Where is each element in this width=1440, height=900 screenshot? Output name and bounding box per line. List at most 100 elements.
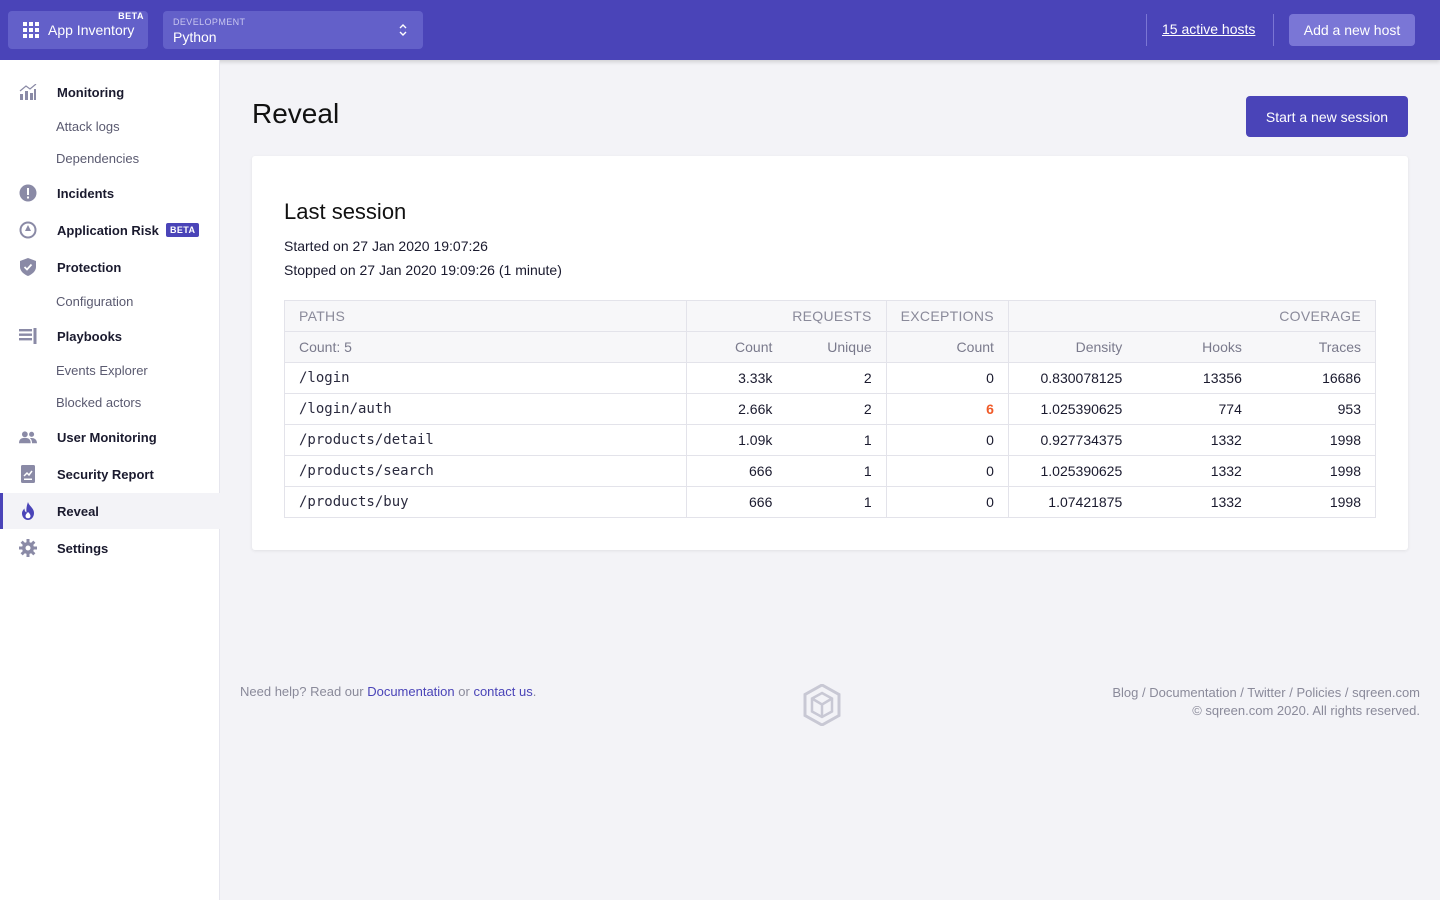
footer-links: Blog / Documentation / Twitter / Policie… xyxy=(1112,684,1420,720)
row-exceptions: 0 xyxy=(885,455,1009,487)
sidebar-item-configuration[interactable]: Configuration xyxy=(56,294,134,309)
row-count: 3.33k xyxy=(686,362,787,394)
table-row[interactable]: /products/detail 1.09k 1 0 0.927734375 1… xyxy=(283,424,1376,456)
shield-icon xyxy=(19,258,37,276)
header-exceptions: EXCEPTIONS xyxy=(885,300,1009,332)
row-hooks: 1332 xyxy=(1136,455,1256,487)
risk-icon xyxy=(19,221,37,239)
header-requests-unique[interactable]: Unique xyxy=(786,331,887,363)
header-traces[interactable]: Traces xyxy=(1255,331,1376,363)
row-unique: 1 xyxy=(786,486,887,518)
row-count: 1.09k xyxy=(686,424,787,456)
row-density: 0.927734375 xyxy=(1007,424,1137,456)
sidebar-item-label: Playbooks xyxy=(57,328,123,344)
footer-link-blog[interactable]: Blog xyxy=(1112,685,1139,700)
sidebar-item-label: Reveal xyxy=(57,503,99,519)
sidebar-item-application-risk[interactable]: Application Risk BETA xyxy=(0,212,220,248)
sidebar-item-reveal[interactable]: Reveal xyxy=(0,493,220,529)
sidebar-item-playbooks[interactable]: Playbooks xyxy=(0,318,220,354)
table-row[interactable]: /products/buy 666 1 0 1.07421875 1332 19… xyxy=(283,486,1376,518)
session-title: Last session xyxy=(284,199,407,224)
documentation-link[interactable]: Documentation xyxy=(367,684,455,699)
contact-us-link[interactable]: contact us xyxy=(473,684,533,699)
row-traces: 953 xyxy=(1255,393,1376,425)
environment-label: DEVELOPMENT xyxy=(173,17,246,27)
top-bar: App Inventory BETA DEVELOPMENT Python 15… xyxy=(0,0,1440,60)
sidebar-item-dependencies[interactable]: Dependencies xyxy=(56,151,140,166)
sidebar-item-settings[interactable]: Settings xyxy=(0,530,220,566)
sidebar-item-blocked-actors[interactable]: Blocked actors xyxy=(56,395,142,410)
gear-icon xyxy=(19,539,37,557)
footer-link-documentation[interactable]: Documentation xyxy=(1149,685,1237,700)
users-icon xyxy=(19,428,37,446)
header-density[interactable]: Density xyxy=(1007,331,1137,363)
sqreen-logo-icon xyxy=(803,684,841,726)
active-hosts-link[interactable]: 15 active hosts xyxy=(1162,21,1256,37)
footer-period: . xyxy=(532,684,537,699)
app-inventory-label: App Inventory xyxy=(48,22,135,38)
table-group-header: PATHS REQUESTS EXCEPTIONS COVERAGE xyxy=(283,300,1377,332)
environment-value: Python xyxy=(173,29,217,45)
sidebar-item-events-explorer[interactable]: Events Explorer xyxy=(56,363,148,378)
row-hooks: 1332 xyxy=(1136,424,1256,456)
row-density: 1.07421875 xyxy=(1007,486,1137,518)
footer-separator: / xyxy=(1341,685,1353,700)
sidebar-item-incidents[interactable]: Incidents xyxy=(0,175,220,211)
header-hooks[interactable]: Hooks xyxy=(1136,331,1256,363)
sidebar-item-user-monitoring[interactable]: User Monitoring xyxy=(0,419,220,455)
row-exceptions: 0 xyxy=(885,424,1009,456)
row-path: /products/detail xyxy=(283,424,688,456)
beta-badge: BETA xyxy=(166,223,200,237)
page-title: Reveal xyxy=(252,98,340,129)
footer-link-policies[interactable]: Policies xyxy=(1296,685,1342,700)
footer-separator: / xyxy=(1236,685,1248,700)
sidebar-item-security-report[interactable]: Security Report xyxy=(0,456,220,492)
add-host-button[interactable]: Add a new host xyxy=(1289,14,1415,46)
footer-links-row: Blog / Documentation / Twitter / Policie… xyxy=(1112,684,1420,702)
footer-link-sqreen[interactable]: sqreen.com xyxy=(1352,685,1420,700)
sidebar-item-monitoring[interactable]: Monitoring xyxy=(0,74,220,110)
session-stopped: Stopped on 27 Jan 2020 19:09:26 (1 minut… xyxy=(284,262,562,278)
reveal-table: PATHS REQUESTS EXCEPTIONS COVERAGE Count… xyxy=(283,300,1377,518)
row-path: /login xyxy=(283,362,688,394)
row-count: 666 xyxy=(686,455,787,487)
row-exceptions: 6 xyxy=(885,393,1009,425)
header-requests-count[interactable]: Count xyxy=(686,331,787,363)
row-traces: 1998 xyxy=(1255,486,1376,518)
header-coverage: COVERAGE xyxy=(1007,300,1377,332)
sidebar-item-label: Security Report xyxy=(57,466,154,482)
start-session-button[interactable]: Start a new session xyxy=(1246,96,1408,137)
sidebar-item-protection[interactable]: Protection xyxy=(0,249,220,285)
row-traces: 1998 xyxy=(1255,455,1376,487)
app-inventory-button[interactable]: App Inventory BETA xyxy=(8,11,148,49)
last-session-card: Last session Started on 27 Jan 2020 19:0… xyxy=(252,156,1408,550)
footer-link-twitter[interactable]: Twitter xyxy=(1247,685,1286,700)
table-sub-header: Count: 5 Count Unique Count Density Hook… xyxy=(283,331,1376,363)
table-row[interactable]: /login 3.33k 2 0 0.830078125 13356 16686 xyxy=(283,362,1376,394)
header-path-count: Count: 5 xyxy=(283,331,688,363)
row-unique: 2 xyxy=(786,393,887,425)
sidebar-item-label: Incidents xyxy=(57,185,115,201)
row-traces: 1998 xyxy=(1255,424,1376,456)
row-hooks: 1332 xyxy=(1136,486,1256,518)
row-traces: 16686 xyxy=(1255,362,1376,394)
sidebar-item-label: Settings xyxy=(57,540,109,556)
footer-help: Need help? Read our Documentation or con… xyxy=(240,684,536,699)
footer-separator: / xyxy=(1138,685,1150,700)
row-unique: 2 xyxy=(786,362,887,394)
row-exceptions: 0 xyxy=(885,486,1009,518)
session-started: Started on 27 Jan 2020 19:07:26 xyxy=(284,238,488,254)
header-exceptions-count[interactable]: Count xyxy=(885,331,1009,363)
environment-select[interactable]: DEVELOPMENT Python xyxy=(163,11,423,49)
sidebar-item-attack-logs[interactable]: Attack logs xyxy=(56,119,120,134)
sidebar: Monitoring Attack logs Dependencies Inci… xyxy=(0,60,220,900)
chart-icon xyxy=(19,83,37,101)
table-row[interactable]: /products/search 666 1 0 1.025390625 133… xyxy=(283,455,1376,487)
row-path: /login/auth xyxy=(283,393,688,425)
table-row[interactable]: /login/auth 2.66k 2 6 1.025390625 774 95… xyxy=(283,393,1376,425)
divider xyxy=(1273,14,1274,46)
sidebar-item-label: Monitoring xyxy=(57,84,125,100)
row-density: 1.025390625 xyxy=(1007,455,1137,487)
row-path: /products/buy xyxy=(283,486,688,518)
report-icon xyxy=(19,465,37,483)
